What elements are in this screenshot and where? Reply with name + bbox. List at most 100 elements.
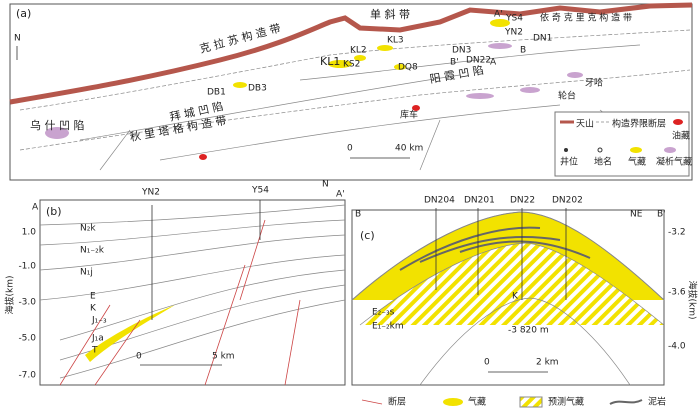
axis-label: 海拔(km)	[687, 280, 699, 319]
place: 库车	[400, 109, 418, 121]
tick-label: -5.0	[18, 334, 36, 344]
panel-label: (a)	[16, 7, 31, 20]
section-end: B	[355, 210, 361, 220]
map-legend: 天山 构造界限 断层 油藏 井位 地名 气藏 凝析气藏	[554, 111, 692, 177]
shape	[673, 119, 683, 125]
layer: J₁₋₃	[91, 316, 107, 326]
well: DN22	[510, 196, 535, 206]
section-end: A	[32, 203, 39, 213]
scale-label: 2 km	[536, 358, 559, 368]
shape	[664, 147, 676, 153]
gas-field	[377, 45, 393, 51]
shape	[564, 148, 568, 152]
scale-label: 0	[484, 358, 490, 368]
structural-boundary	[19, 29, 691, 111]
legend-label: 井位	[560, 156, 578, 168]
gas-field	[490, 19, 510, 27]
structural-boundary	[19, 69, 691, 151]
well: KL2	[350, 46, 367, 56]
layer: E₁₋₂km	[372, 322, 404, 332]
tick-label: -4.0	[668, 342, 686, 352]
shape	[360, 243, 664, 325]
tick-label: -3.2	[668, 228, 686, 238]
layer: T	[91, 346, 98, 356]
place: 乌 什 凹 陷	[30, 118, 85, 132]
direction: NE	[630, 210, 643, 220]
gas-field	[233, 82, 247, 88]
well: A	[490, 58, 497, 68]
oil-field	[199, 154, 207, 160]
shape	[554, 111, 690, 177]
gas-field	[354, 55, 366, 61]
well: DN3	[452, 46, 471, 56]
well: B	[520, 46, 526, 56]
section-c: (c) DN204 DN201 DN22 DN202 B B' NE 海拔(km…	[351, 196, 699, 386]
north: N	[322, 180, 329, 190]
place: 牙哈	[585, 77, 603, 89]
shape	[597, 147, 603, 153]
well: YN2	[504, 28, 523, 38]
layer: N₁₋₂k	[80, 246, 105, 256]
shape	[609, 399, 643, 405]
shape	[519, 396, 543, 408]
well: KS2	[343, 60, 360, 70]
shape	[443, 398, 463, 406]
section-end: B'	[657, 210, 666, 220]
well: KL3	[387, 36, 404, 46]
legend: 断层 气藏 预测气藏 泥岩	[361, 396, 666, 408]
legend-label: 泥岩	[648, 396, 666, 408]
axis-label: 海拔(km)	[4, 275, 16, 314]
well: B'	[450, 58, 459, 68]
condensate-field	[520, 87, 540, 93]
section-b: (b) YN2 Y54 A A' N 海拔(km) 1.0 -1.0 -3.0 …	[4, 180, 346, 386]
shape	[399, 226, 591, 271]
layer: E	[90, 292, 96, 302]
shape	[419, 297, 631, 386]
legend-label: 地名	[594, 156, 612, 168]
scale-label: 0	[136, 352, 142, 362]
well: DB1	[207, 88, 226, 98]
legend-label: 预测气藏	[548, 396, 584, 408]
well: YS4	[505, 14, 523, 24]
legend-label: 构造界限	[612, 118, 648, 130]
scale-label: 40 km	[395, 144, 423, 154]
shape	[59, 219, 301, 386]
place: 轮台	[558, 90, 576, 102]
map-panel: (a) N 单 斜 带 依 奇 克 里 克 构 造 带 克 拉 苏 构 造 带 …	[9, 2, 693, 181]
layer: K	[90, 304, 97, 314]
tick-label: -7.0	[18, 371, 36, 381]
layer: N₂k	[80, 224, 96, 234]
scale-label: 0	[347, 144, 353, 154]
legend-label: 气藏	[468, 396, 486, 408]
well: Y54	[251, 186, 269, 196]
well: DQ8	[398, 63, 418, 73]
well: DN202	[552, 196, 583, 206]
well: DN22	[466, 56, 491, 66]
shape	[85, 305, 175, 362]
shape	[630, 147, 642, 153]
tick-label: 1.0	[22, 228, 37, 238]
north-arrow: N	[14, 34, 21, 44]
layer: K	[512, 292, 519, 302]
condensate-field	[45, 127, 69, 139]
well: KL1	[320, 55, 340, 68]
condensate-field	[567, 72, 583, 78]
well: A'	[494, 10, 503, 20]
tick-label: -3.0	[18, 298, 36, 308]
contact-depth: -3 820 m	[508, 326, 549, 336]
place: 单 斜 带	[370, 8, 410, 21]
condensate-field	[466, 93, 494, 99]
gas-field	[394, 64, 406, 70]
tianshan-boundary	[9, 2, 693, 105]
panel-label: (b)	[46, 205, 62, 218]
condensate-field	[488, 43, 512, 49]
well: DN1	[533, 34, 552, 44]
shape	[361, 399, 383, 405]
panel-label: (c)	[360, 229, 375, 242]
scale-label: 5 km	[212, 352, 235, 362]
legend-label: 气藏	[628, 156, 646, 168]
legend-label: 断层	[648, 118, 666, 130]
section-end: A'	[336, 190, 345, 200]
tick-label: -1.0	[18, 262, 36, 272]
